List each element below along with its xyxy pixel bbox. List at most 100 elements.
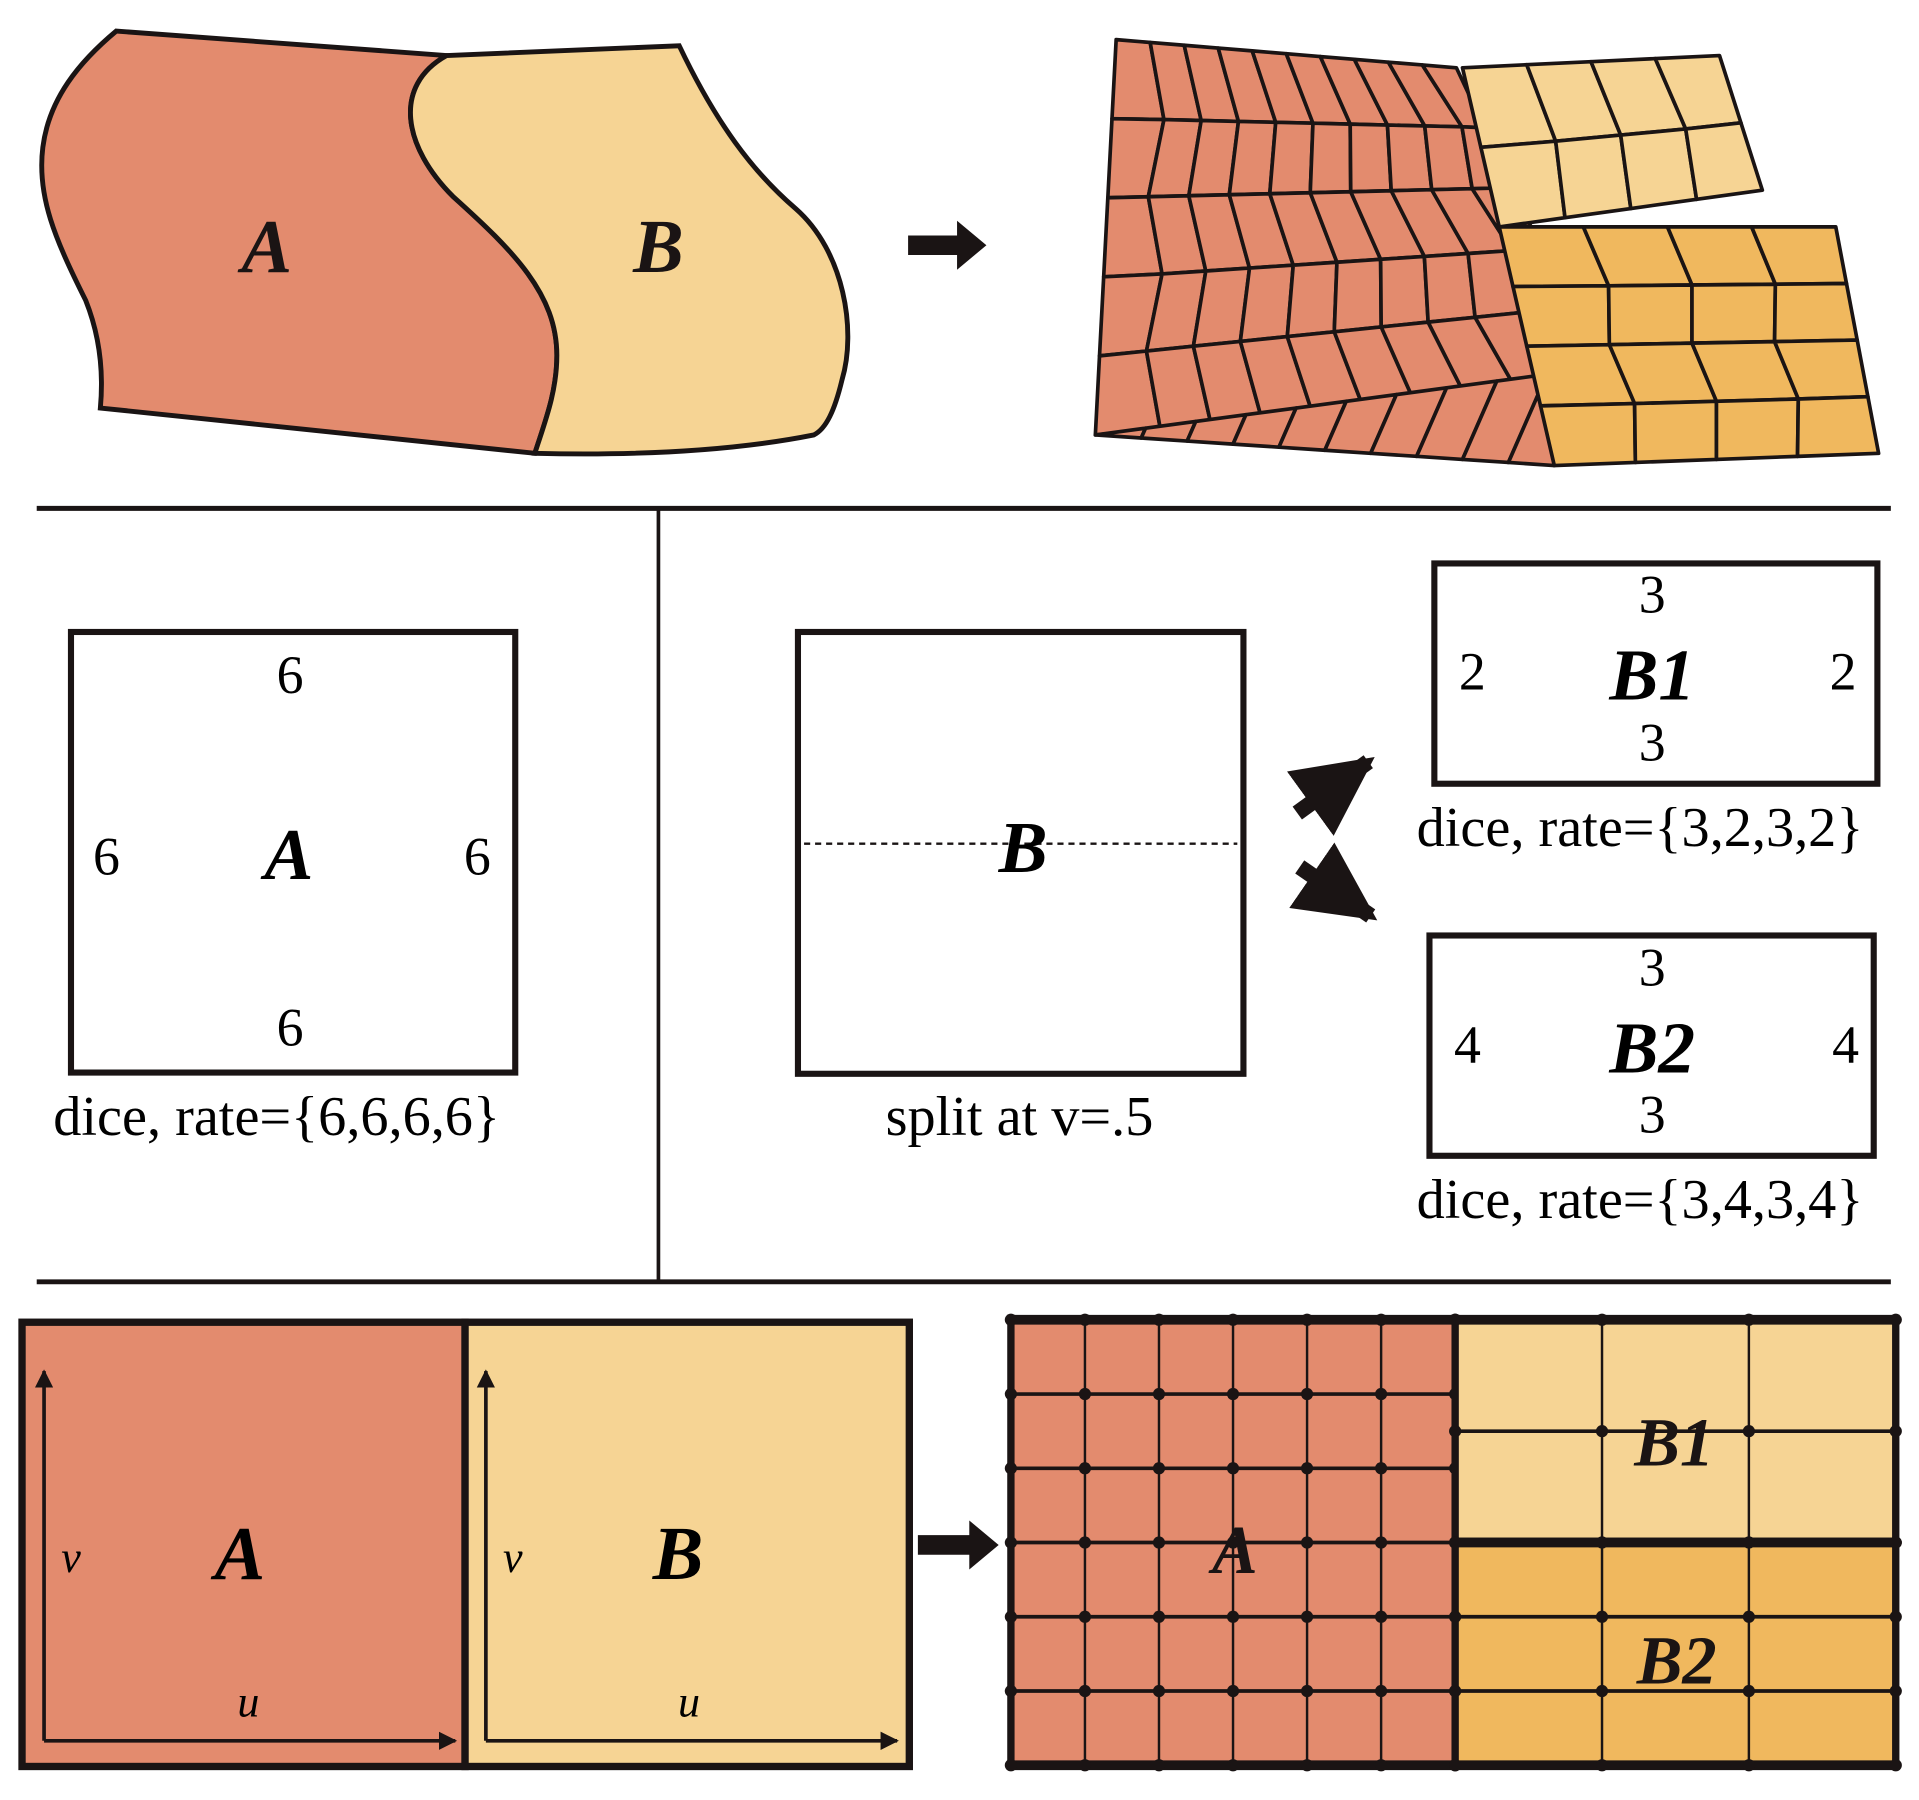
grid-b2-vertex	[1889, 1536, 1902, 1549]
u-label-b: u	[678, 1677, 700, 1726]
grid-b2-vertex	[1742, 1759, 1756, 1772]
param-label-b: B	[652, 1512, 704, 1596]
caption-dice-a: dice, rate={6,6,6,6}	[53, 1086, 500, 1148]
grid-a-vertex	[1374, 1610, 1388, 1623]
grid-a-vertex	[1078, 1387, 1092, 1401]
grid-a-vertex	[1004, 1610, 1018, 1623]
param-patch-a	[18, 1318, 469, 1771]
grid-b2-region	[1455, 1542, 1896, 1766]
grid-b2-vertex	[1449, 1610, 1462, 1623]
grid-a-vertex	[1004, 1536, 1018, 1549]
mesh-cell-a	[1227, 119, 1278, 197]
grid-a-vertex	[1300, 1313, 1314, 1326]
grid-b2-vertex	[1742, 1684, 1756, 1698]
patch-b-square	[794, 628, 1247, 1077]
param-patch-b	[461, 1318, 913, 1771]
patch-a-square	[67, 628, 519, 1076]
surface-label-a: A	[237, 205, 292, 289]
mesh-cell-b2	[1772, 281, 1860, 344]
mesh-cell-b2	[1511, 283, 1612, 349]
mesh-cell-b2	[1632, 399, 1719, 465]
arrow-right-icon	[917, 1520, 999, 1570]
grid-b1-vertex	[1595, 1425, 1609, 1438]
grid-b2-vertex	[1449, 1684, 1462, 1698]
grid-b2-vertex	[1889, 1759, 1902, 1772]
caption-dice-b2: dice, rate={3,4,3,4}	[1417, 1169, 1864, 1231]
b2-rate-bottom: 3	[1639, 1085, 1666, 1145]
grid-a-vertex	[1004, 1313, 1018, 1326]
mesh-cell-b2	[1538, 401, 1638, 468]
grid-b2-vertex	[1449, 1536, 1462, 1549]
grid-a-vertex	[1374, 1759, 1388, 1772]
grid-a-vertex	[1374, 1536, 1388, 1549]
grid-a-vertex	[1078, 1759, 1092, 1772]
surface-label-b: B	[632, 205, 684, 289]
mesh-cell-a	[1348, 122, 1394, 194]
mesh-cell-a	[1332, 257, 1384, 334]
mesh-cell-b1	[1683, 121, 1765, 202]
grid-b1-vertex	[1742, 1425, 1756, 1438]
mesh-cell-a	[1378, 254, 1430, 329]
b1-rate-left: 2	[1459, 641, 1486, 701]
grid-a-vertex	[1004, 1462, 1018, 1475]
grid-a-vertex	[1078, 1610, 1092, 1623]
b2-rate-top: 3	[1639, 938, 1666, 998]
patch-b1-rect	[1431, 560, 1881, 787]
diced-surface-mesh	[1093, 37, 1881, 468]
patch-label-b2: B2	[1608, 1008, 1695, 1089]
grid-b1-vertex	[1449, 1425, 1462, 1438]
grid-a-vertex	[1004, 1684, 1018, 1698]
v-label-b: v	[503, 1533, 523, 1582]
grid-a-vertex	[1300, 1684, 1314, 1698]
mesh-cell-a	[1308, 121, 1353, 195]
b1-rate-bottom: 3	[1639, 712, 1666, 772]
grid-a-vertex	[1078, 1462, 1092, 1475]
grid-b2-vertex	[1449, 1759, 1462, 1772]
grid-b2-vertex	[1595, 1610, 1609, 1623]
mesh-cell-b2	[1690, 282, 1778, 345]
grid-a-vertex	[1226, 1462, 1240, 1475]
grid-b2-vertex	[1595, 1684, 1609, 1698]
grid-a-vertex	[1300, 1387, 1314, 1401]
b2-rate-left: 4	[1454, 1015, 1481, 1075]
grid-a-vertex	[1078, 1536, 1092, 1549]
grid-a-vertex	[1226, 1387, 1240, 1401]
split-b-panel: B split at v=.5 3 2 2 3 B1 dice, rate={3…	[794, 560, 1881, 1231]
grid-a-vertex	[1152, 1387, 1166, 1401]
grid-label-b2: B2	[1636, 1622, 1717, 1698]
grid-b1-vertex	[1742, 1313, 1756, 1326]
grid-a-vertex	[1300, 1536, 1314, 1549]
grid-b2-vertex	[1742, 1536, 1756, 1549]
caption-dice-b1: dice, rate={3,2,3,2}	[1417, 797, 1864, 859]
grid-a-vertex	[1226, 1536, 1240, 1549]
patch-label-a: A	[260, 814, 313, 895]
patch-label-b: B	[998, 807, 1048, 888]
mesh-cell-b1	[1618, 127, 1699, 211]
grid-b1-vertex	[1595, 1313, 1609, 1326]
grid-a-vertex	[1300, 1462, 1314, 1475]
grid-b2-vertex	[1889, 1610, 1902, 1623]
b2-rate-right: 4	[1832, 1015, 1859, 1075]
mesh-cell-b1	[1553, 133, 1633, 220]
grid-a-vertex	[1152, 1610, 1166, 1623]
mesh-cell-a	[1267, 120, 1315, 196]
grid-a-vertex	[1004, 1759, 1018, 1772]
mesh-cell-b2	[1795, 394, 1881, 459]
patch-label-b1: B1	[1608, 634, 1695, 715]
dice-a-panel: 6 6 6 6 A dice, rate={6,6,6,6}	[53, 628, 519, 1148]
surface-patch-b	[408, 43, 851, 457]
mesh-cell-a	[1285, 260, 1339, 339]
grid-a-vertex	[1374, 1462, 1388, 1475]
grid-a-vertex	[1226, 1313, 1240, 1326]
patch-b2-rect	[1426, 932, 1877, 1159]
rate-top: 6	[277, 645, 304, 705]
grid-b2-vertex	[1595, 1759, 1609, 1772]
parameter-space: v u v u A B	[18, 1318, 913, 1771]
grid-a-vertex	[1300, 1610, 1314, 1623]
grid-b1-vertex	[1889, 1425, 1902, 1438]
mesh-cell-a	[1238, 263, 1296, 344]
grid-a-vertex	[1004, 1387, 1018, 1401]
grid-b2-vertex	[1742, 1610, 1756, 1623]
rate-right: 6	[464, 826, 491, 886]
